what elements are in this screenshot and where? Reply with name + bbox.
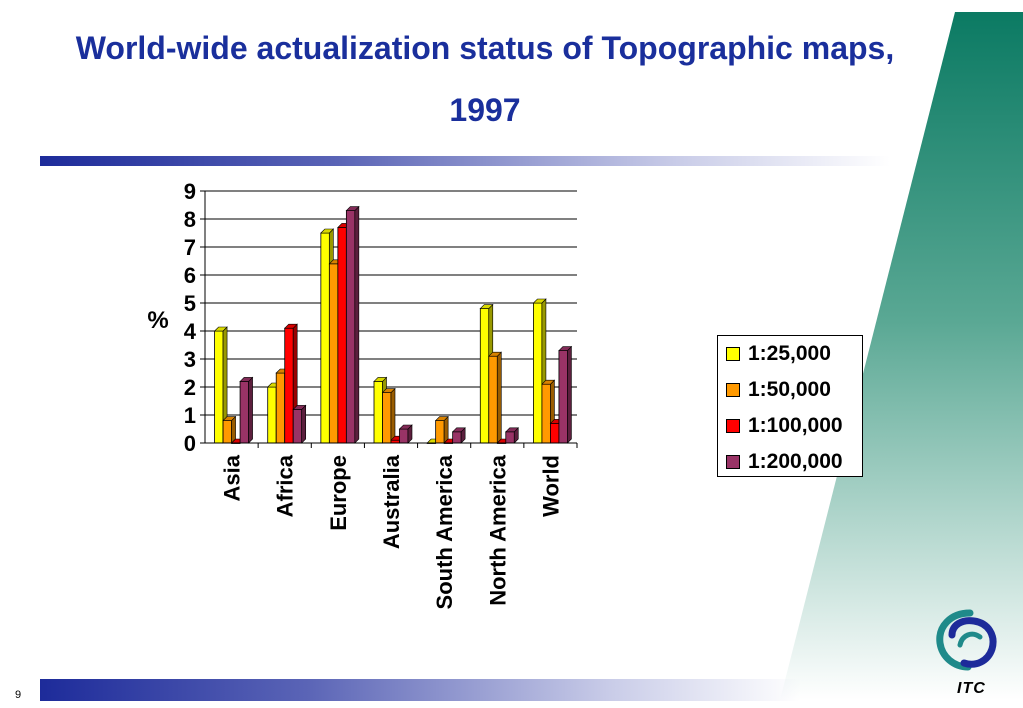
bar-2-3 (346, 211, 355, 443)
legend-label: 1:25,000 (748, 342, 831, 366)
x-tick-label: Europe (326, 455, 351, 531)
legend-item-1-25000: 1:25,000 (726, 342, 831, 366)
itc-logo-icon (930, 605, 1010, 680)
legend-item-1-50000: 1:50,000 (726, 378, 831, 402)
y-tick-label: 0 (184, 431, 196, 456)
bar-2-1 (329, 264, 338, 443)
bar-4-1 (436, 421, 445, 443)
page-number: 9 (15, 689, 21, 701)
x-tick-labels: Asia Africa Europe Australia South America No… (220, 454, 564, 609)
bar-side-0-1 (232, 417, 236, 443)
bar-5-0 (480, 309, 489, 443)
chart-legend: 1:25,000 1:50,000 1:100,000 1:200,000 (717, 335, 863, 477)
bar-5-3 (506, 432, 515, 443)
bar-4-3 (453, 432, 462, 443)
bar-6-2 (550, 423, 559, 443)
bar-0-1 (223, 421, 232, 443)
bar-1-1 (276, 373, 285, 443)
legend-label: 1:100,000 (748, 414, 843, 438)
legend-label: 1:200,000 (748, 450, 843, 474)
bar-1-3 (293, 409, 302, 443)
bar-side-5-1 (497, 352, 501, 443)
chart-bars (215, 207, 572, 444)
bar-6-0 (533, 303, 542, 443)
legend-swatch-1-50000 (726, 383, 740, 397)
legend-swatch-1-25000 (726, 347, 740, 361)
legend-swatch-1-100000 (726, 419, 740, 433)
bar-3-1 (383, 393, 392, 443)
bar-6-1 (542, 384, 551, 443)
bar-side-0-3 (249, 377, 253, 443)
y-tick-label: 7 (184, 235, 196, 260)
y-tick-label: 9 (184, 179, 196, 204)
bar-side-1-3 (302, 405, 306, 443)
x-tick-label: South America (432, 454, 457, 609)
legend-label: 1:50,000 (748, 378, 831, 402)
x-tick-label: World (538, 455, 563, 517)
y-tick-label: 3 (184, 347, 196, 372)
bar-side-2-3 (355, 207, 359, 443)
bar-2-2 (338, 227, 347, 443)
bar-2-0 (321, 233, 330, 443)
y-tick-labels: 0 1 2 3 4 5 6 7 8 9 (184, 179, 197, 456)
bar-6-3 (559, 351, 568, 443)
chart-gridlines (205, 191, 577, 415)
y-tick-label: 5 (184, 291, 196, 316)
y-tick-label: 1 (184, 403, 196, 428)
y-tick-label: 6 (184, 263, 196, 288)
bar-3-0 (374, 381, 383, 443)
legend-item-1-200000: 1:200,000 (726, 450, 843, 474)
legend-swatch-1-200000 (726, 455, 740, 469)
legend-item-1-100000: 1:100,000 (726, 414, 843, 438)
bar-0-3 (240, 381, 249, 443)
y-tick-label: 4 (184, 319, 197, 344)
bar-1-2 (285, 328, 294, 443)
bar-side-6-3 (567, 347, 571, 443)
bar-5-1 (489, 356, 498, 443)
y-axis-label: % (147, 307, 168, 334)
bar-side-3-1 (391, 389, 395, 443)
y-tick-label: 2 (184, 375, 196, 400)
bar-3-3 (400, 429, 409, 443)
x-tick-label: Africa (273, 454, 298, 517)
itc-logo-text: ITC (957, 680, 986, 698)
x-tick-label: Australia (379, 454, 404, 549)
bar-side-4-1 (444, 417, 448, 443)
x-tick-label: Asia (220, 454, 245, 501)
y-tick-label: 8 (184, 207, 196, 232)
bar-0-0 (215, 331, 224, 443)
x-tick-label: North America (485, 454, 510, 606)
bar-1-0 (268, 387, 277, 443)
